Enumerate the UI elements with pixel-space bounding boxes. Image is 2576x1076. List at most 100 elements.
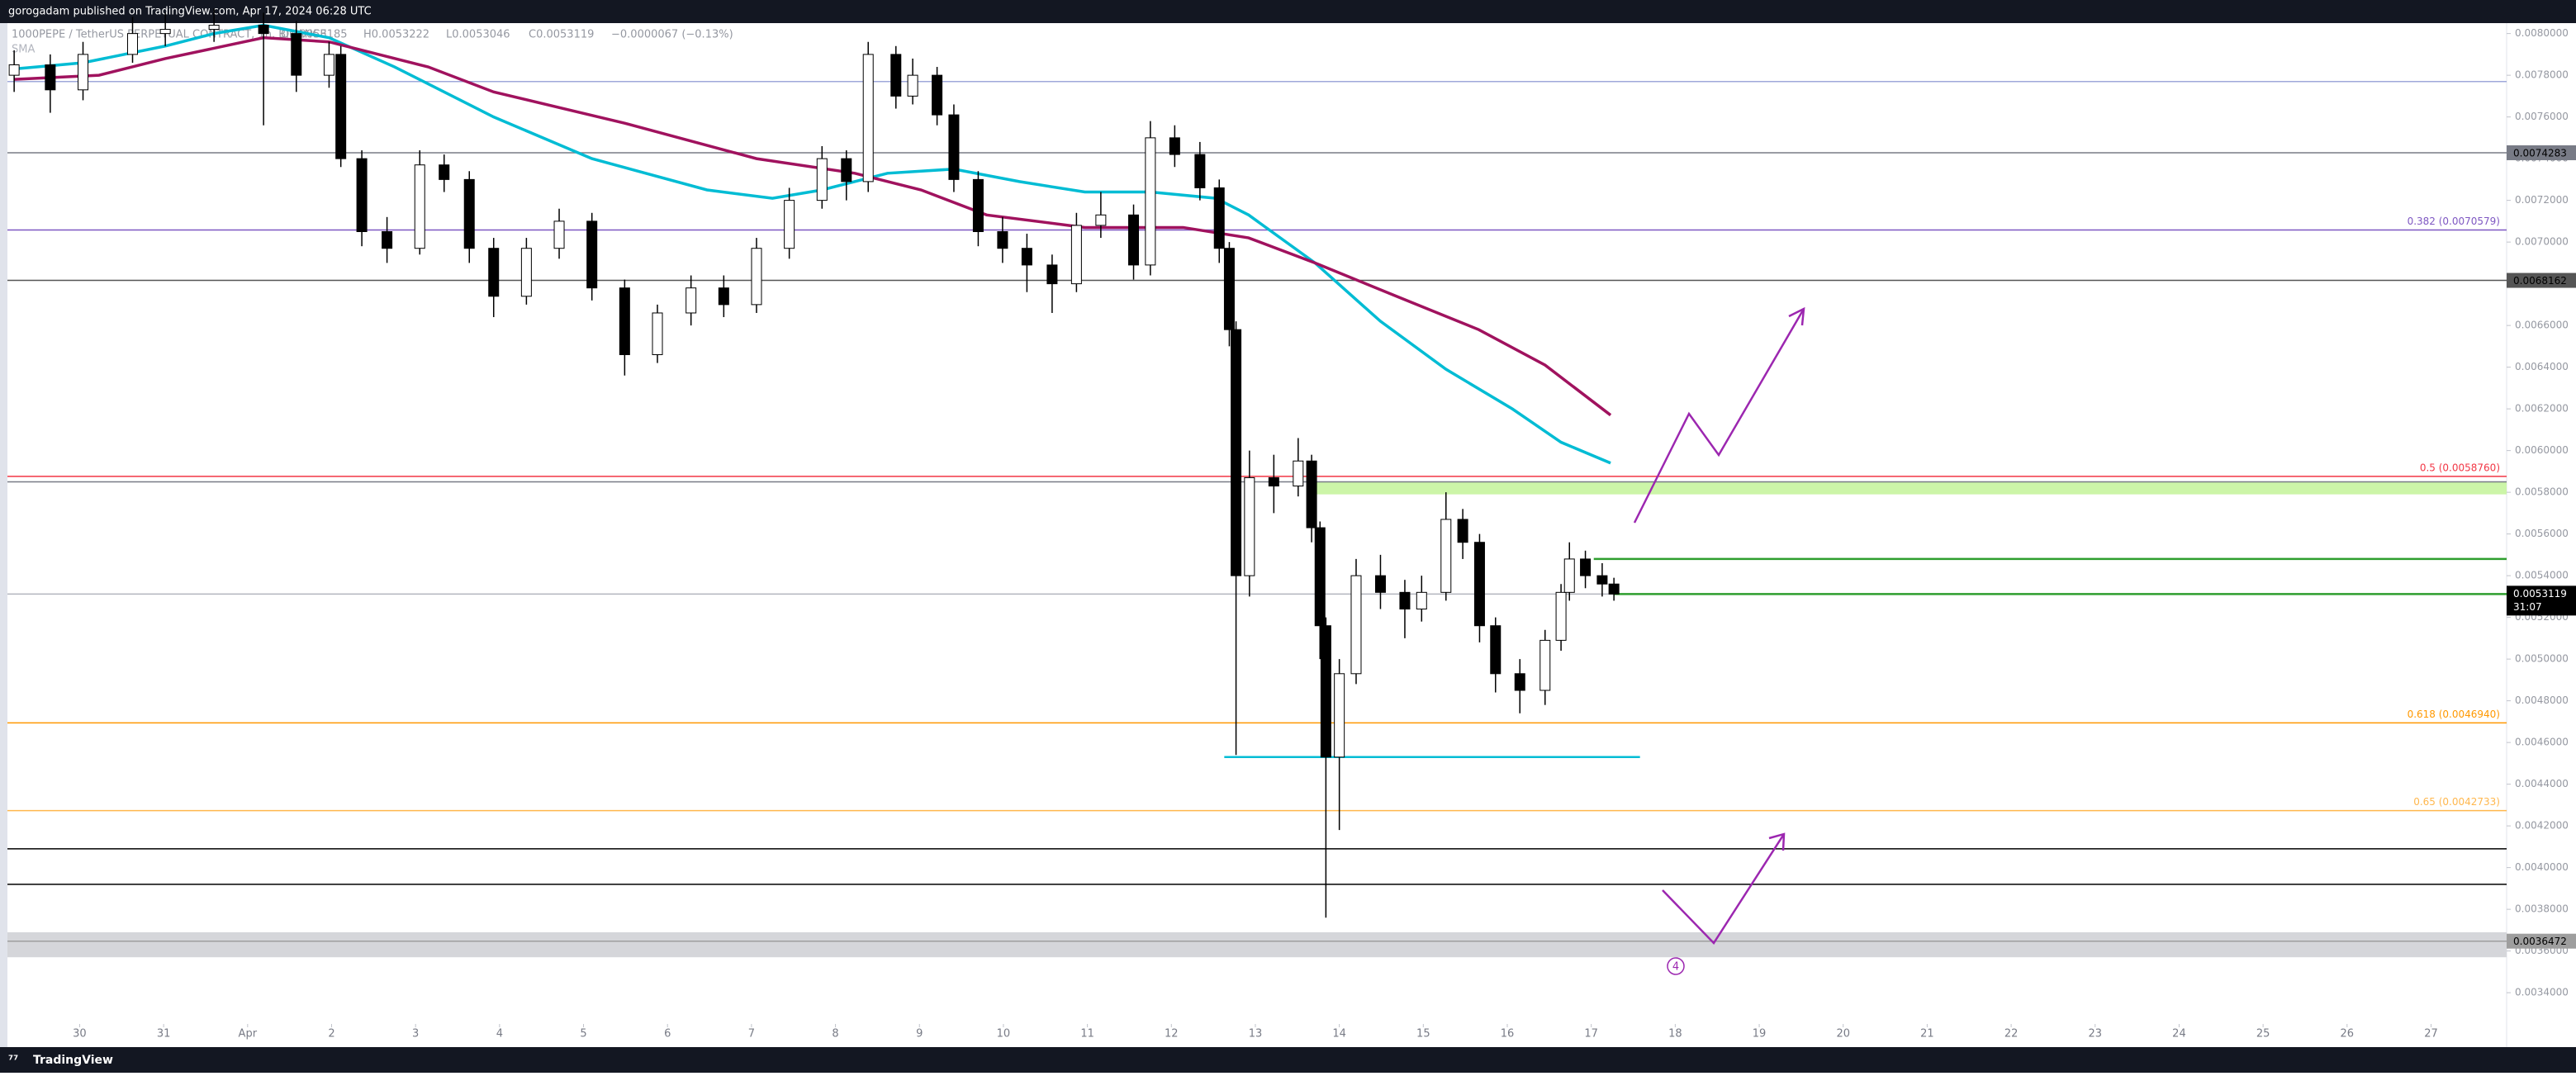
y-tick-label: 0.0050000 xyxy=(2515,653,2569,665)
candle-body xyxy=(1580,558,1592,576)
candle-body xyxy=(1145,137,1156,266)
footer-bar xyxy=(0,1047,2576,1073)
wave-label: 4 xyxy=(1672,961,1679,974)
y-tick-label: 0.0062000 xyxy=(2515,403,2569,415)
candle-body xyxy=(948,114,960,180)
x-tick-label: 14 xyxy=(1332,1028,1346,1040)
candle-body xyxy=(1350,575,1362,675)
last-price: 0.0053119 xyxy=(2513,588,2567,600)
x-tick-label: Apr xyxy=(239,1028,258,1040)
y-tick-label: 0.0066000 xyxy=(2515,320,2569,331)
moving-average xyxy=(14,36,1612,417)
header-bar xyxy=(0,0,2576,23)
candle-body xyxy=(414,164,425,249)
x-tick-label: 17 xyxy=(1584,1028,1598,1040)
candle-body xyxy=(488,248,500,297)
candle-body xyxy=(1169,137,1180,155)
candle-body xyxy=(1268,476,1279,487)
candle-body xyxy=(1608,583,1620,595)
candle-body xyxy=(1320,625,1331,758)
y-tick-label: 0.0072000 xyxy=(2515,194,2569,206)
candle-body xyxy=(291,33,302,76)
candle-body xyxy=(1231,329,1242,576)
candle-body xyxy=(1070,225,1082,285)
change: −0.0000067 (−0.13%) xyxy=(611,29,733,41)
moving-average xyxy=(13,23,1611,465)
candle-body xyxy=(890,54,902,97)
candle-body xyxy=(463,178,475,249)
candle-body xyxy=(1596,575,1608,585)
header-text: gorogadam published on TradingView.com, … xyxy=(8,6,372,18)
x-tick-label: 16 xyxy=(1501,1028,1515,1040)
candle-body xyxy=(45,64,56,91)
x-tick-label: 23 xyxy=(2088,1028,2102,1040)
candle-body xyxy=(258,25,269,35)
candle-body xyxy=(335,54,347,159)
x-tick-label: 18 xyxy=(1668,1028,1682,1040)
candle-body xyxy=(932,74,943,116)
candle-body xyxy=(78,54,89,91)
projection-arrow xyxy=(1662,833,1786,946)
candle-body xyxy=(816,158,828,201)
candle-body xyxy=(652,312,663,355)
x-tick-label: 19 xyxy=(1753,1028,1767,1040)
x-tick-label: 22 xyxy=(2004,1028,2019,1040)
plot: 0.00340000.00360000.00380000.00400000.00… xyxy=(7,8,2576,1040)
symbol: 1000PEPE / TetherUS PERPETUAL CONTRACT, … xyxy=(12,29,327,41)
y-tick-label: 0.0034000 xyxy=(2515,987,2569,998)
legend: 1000PEPE / TetherUS PERPETUAL CONTRACT, … xyxy=(12,29,733,56)
x-tick-label: 5 xyxy=(580,1028,586,1040)
candle-body xyxy=(1314,527,1326,627)
x-tick-label: 27 xyxy=(2424,1028,2438,1040)
candle-body xyxy=(718,287,729,306)
y-tick-label: 0.0048000 xyxy=(2515,694,2569,706)
x-tick-label: 25 xyxy=(2256,1028,2270,1040)
arrow-head xyxy=(1768,832,1786,851)
level-label: 0.5 (0.0058760) xyxy=(2420,462,2500,473)
candle-body xyxy=(439,164,450,180)
x-tick-label: 15 xyxy=(1416,1028,1430,1040)
candle-body xyxy=(1490,625,1501,675)
countdown: 31:07 xyxy=(2513,601,2542,613)
candle-body xyxy=(1399,591,1411,610)
ohlc: L0.0053046 xyxy=(446,29,510,41)
level-label: 0.618 (0.0046940) xyxy=(2408,709,2500,720)
price-box xyxy=(2507,273,2576,288)
x-tick-label: 2 xyxy=(328,1028,334,1040)
indicator: SMA xyxy=(12,44,35,56)
level-label: 0.65 (0.0042733) xyxy=(2413,796,2500,808)
candle-body xyxy=(1457,519,1468,543)
y-tick-label: 0.0056000 xyxy=(2515,528,2569,539)
candle-body xyxy=(997,231,1008,249)
candle-body xyxy=(1555,591,1567,641)
y-tick-label: 0.0054000 xyxy=(2515,570,2569,581)
price-box-label: 0.0036472 xyxy=(2513,936,2567,947)
wave-circle xyxy=(1667,957,1685,975)
x-tick-label: 30 xyxy=(73,1028,87,1040)
y-tick-label: 0.0038000 xyxy=(2515,903,2569,915)
x-tick-label: 26 xyxy=(2341,1028,2355,1040)
price-box xyxy=(2507,145,2576,160)
x-tick-label: 7 xyxy=(748,1028,755,1040)
candle-body xyxy=(1514,673,1525,691)
x-tick-label: 9 xyxy=(916,1028,923,1040)
candle-body xyxy=(382,231,393,249)
candle-body xyxy=(1563,558,1575,593)
candle-body xyxy=(751,248,762,306)
y-tick-label: 0.0070000 xyxy=(2515,236,2569,248)
candle-body xyxy=(1416,591,1427,610)
candle-body xyxy=(356,158,368,232)
zone xyxy=(7,931,2507,958)
y-tick-label: 0.0064000 xyxy=(2515,361,2569,372)
projection-arrow xyxy=(1633,308,1805,524)
footer-text: TradingView xyxy=(33,1054,113,1067)
candle-body xyxy=(1440,519,1452,593)
candle-body xyxy=(1223,248,1235,330)
price-box-label: 0.0068162 xyxy=(2513,275,2567,287)
price-box xyxy=(2507,933,2576,949)
candle-body xyxy=(586,220,598,289)
y-tick-label: 0.0044000 xyxy=(2515,778,2569,789)
y-tick-label: 0.0080000 xyxy=(2515,27,2569,39)
footer-logo: ⁷⁷ xyxy=(8,1054,18,1067)
